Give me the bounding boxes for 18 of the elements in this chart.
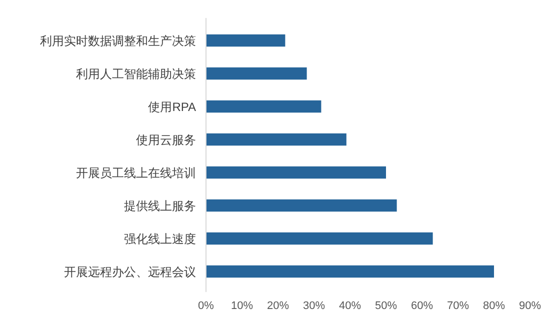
- y-tick-label: 利用人工智能辅助决策: [76, 67, 196, 81]
- x-tick-label: 0%: [198, 300, 214, 312]
- y-tick-label: 利用实时数据调整和生产决策: [40, 34, 196, 48]
- y-tick-label: 使用云服务: [136, 133, 196, 147]
- x-tick-label: 70%: [446, 300, 470, 312]
- x-tick-label: 60%: [410, 300, 434, 312]
- x-tick-label: 20%: [266, 300, 290, 312]
- x-tick-label: 10%: [230, 300, 254, 312]
- y-tick-label: 开展远程办公、远程会议: [64, 265, 196, 279]
- y-tick-label: 使用RPA: [148, 100, 196, 114]
- y-tick-label: 强化线上速度: [124, 232, 196, 246]
- x-tick-label: 50%: [374, 300, 398, 312]
- x-tick-label: 80%: [482, 300, 506, 312]
- x-tick-label: 90%: [518, 300, 542, 312]
- y-tick-label: 提供线上服务: [124, 199, 196, 213]
- x-tick-label: 40%: [338, 300, 362, 312]
- y-tick-label: 开展员工线上在线培训: [76, 166, 196, 180]
- x-tick-label: 30%: [302, 300, 326, 312]
